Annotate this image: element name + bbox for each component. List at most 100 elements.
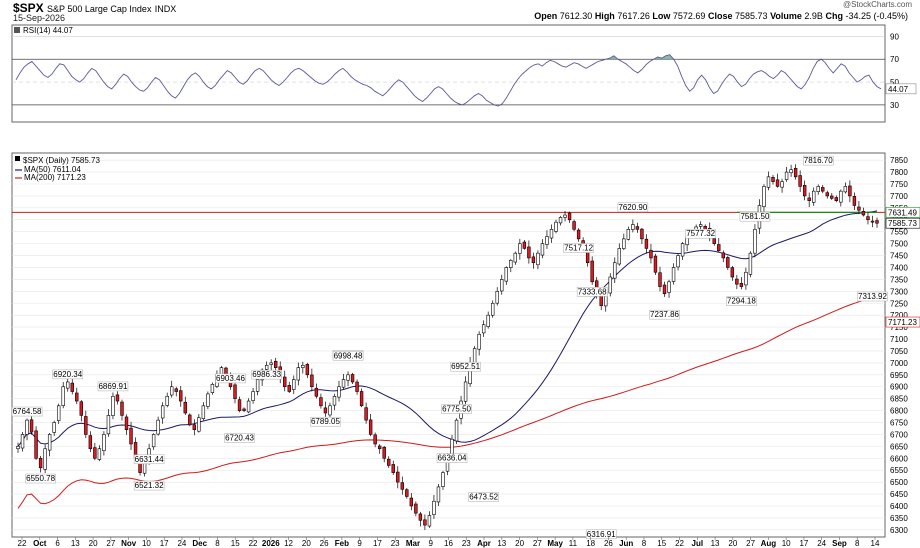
x-tick-label: 27 [106, 539, 115, 548]
candle-body [463, 381, 468, 402]
price-tick-label: 7250 [890, 299, 908, 308]
price-annotation-box [11, 406, 43, 417]
x-tick-label: 22 [675, 539, 684, 548]
price-tick-label: 7100 [890, 335, 908, 344]
candle-body [563, 214, 567, 218]
candle-body [671, 267, 676, 282]
candle-body [79, 401, 83, 416]
candle-body [870, 220, 875, 223]
candle-body [373, 434, 377, 445]
candle-body [680, 243, 685, 257]
candle-body [314, 387, 319, 397]
volume-label: Volume [770, 11, 802, 21]
candle-body [246, 400, 251, 413]
candle-body [572, 221, 576, 230]
x-tick-label: 15 [657, 539, 666, 548]
candle-body [771, 177, 775, 182]
price-annotation-label: 7237.86 [650, 310, 679, 319]
candle-body [518, 243, 522, 254]
candle-body [622, 238, 626, 249]
x-tick-label: Apr [477, 539, 491, 548]
chart-title: $SPX S&P 500 Large Cap Index INDX [13, 1, 176, 15]
price-tick-label: 6300 [890, 526, 908, 535]
candle-body [676, 255, 680, 268]
candle-body [495, 291, 499, 304]
candle-body [75, 392, 79, 402]
price-tick-label: 6900 [890, 383, 908, 392]
price-annotation-box [739, 211, 771, 222]
last-price-tag: 7585.73 [888, 219, 917, 228]
candle-body [310, 374, 314, 388]
price-annotation-label: 6920.34 [53, 370, 82, 379]
price-legend-title: $SPX (Daily) 7585.73 [23, 156, 100, 165]
candle-body [142, 462, 147, 474]
candle-body [576, 229, 581, 240]
candle-body [188, 414, 192, 426]
volume-value: 2.9B [804, 11, 823, 21]
candle-body [418, 513, 423, 521]
candle-body [287, 385, 291, 392]
price-annotation-label: 6521.32 [135, 481, 164, 490]
x-tick-label: 8 [855, 539, 860, 548]
chart-header: $SPX S&P 500 Large Cap Index INDX 15-Sep… [0, 0, 920, 24]
price-annotation-label: 6903.46 [216, 374, 245, 383]
price-annotation-box [468, 492, 499, 502]
last-price-tag-box [885, 217, 920, 229]
price-annotation-box [133, 454, 165, 465]
candle-body [545, 236, 549, 245]
price-tick-label: 7700 [890, 192, 908, 201]
low-label: Low [652, 11, 671, 21]
price-annotation-box [436, 453, 468, 463]
candle-body [739, 283, 744, 287]
candle-body [721, 252, 725, 259]
candle-body [527, 246, 531, 259]
price-annotation-label: 6789.05 [311, 417, 340, 426]
candle-body [151, 434, 156, 448]
candle-body [368, 419, 373, 435]
x-tick-label: 12 [284, 539, 293, 548]
candle-body [875, 220, 879, 224]
price-annotation-label: 6636.04 [438, 454, 467, 463]
candle-body [16, 446, 20, 450]
x-tick-label: 26 [604, 539, 613, 548]
candle-body [540, 243, 545, 256]
candle-body [156, 419, 160, 435]
candle-body [396, 471, 400, 483]
x-tick-label: Oct [33, 539, 47, 548]
rsi-last-value: 44.07 [888, 85, 909, 94]
candle-body [839, 190, 843, 203]
ma50-line [17, 210, 878, 447]
price-annotation-box [224, 433, 255, 443]
price-tick-label: 7550 [890, 228, 908, 237]
price-tick-label: 7000 [890, 359, 908, 368]
candle-body [717, 244, 721, 252]
candle-body [608, 276, 612, 294]
price-tick-label: 7350 [890, 275, 908, 284]
candle-body [726, 257, 730, 268]
chart-date: 15-Sep-2026 [13, 13, 66, 23]
price-annotation-label: 7620.90 [618, 203, 647, 212]
price-tick-label: 6600 [890, 454, 908, 463]
x-tick-label: 17 [160, 539, 169, 548]
candle-body [93, 447, 97, 459]
candle-body [744, 271, 748, 286]
price-annotation-label: 6316.91 [587, 530, 616, 539]
x-tick-label: 15 [231, 539, 240, 548]
price-annotation-label: 6631.44 [135, 455, 164, 464]
price-annotation-label: 6775.50 [442, 404, 471, 413]
high-value: 7617.26 [617, 11, 650, 21]
price-annotation-label: 7581.50 [740, 212, 769, 221]
candle-body [242, 408, 246, 411]
x-tick-label: 23 [462, 539, 471, 548]
price-tick-label: 6650 [890, 442, 908, 451]
candle-body [613, 262, 617, 279]
x-tick-label: 8 [642, 539, 647, 548]
candle-body [631, 224, 635, 230]
candle-body [25, 419, 29, 435]
candle-body [66, 381, 70, 389]
rsi-legend: RSI(14) 44.07 [23, 26, 73, 35]
candle-body [667, 281, 671, 293]
candle-body [165, 395, 169, 406]
candle-body [753, 229, 757, 254]
rsi-line [15, 54, 882, 107]
